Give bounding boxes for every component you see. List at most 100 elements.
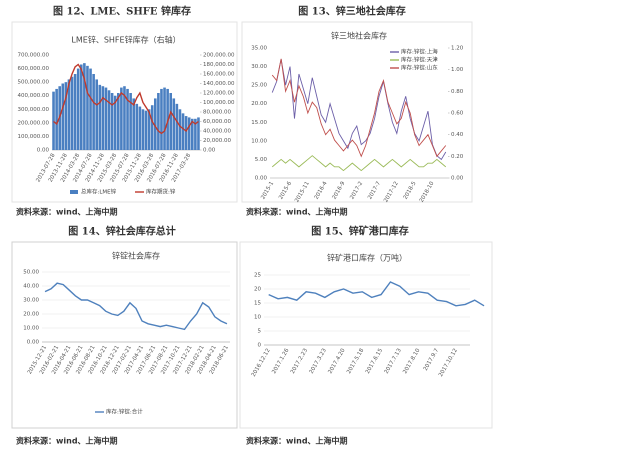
- x-tick-label: 2017-2: [349, 181, 364, 201]
- source: 资料来源：wind、上海中期: [246, 436, 348, 446]
- y-tick-label: 30.00: [251, 64, 267, 70]
- bar: [141, 109, 145, 150]
- bar: [197, 117, 200, 150]
- x-tick-label: 2017.5.18: [346, 347, 365, 375]
- y-tick-label: 400,000.00: [18, 93, 50, 99]
- y-tick-label: 10.00: [23, 326, 39, 332]
- y-tick-label: 10: [254, 315, 261, 321]
- bar: [169, 93, 173, 150]
- bar: [120, 87, 123, 150]
- bar: [157, 93, 160, 150]
- bar: [98, 84, 102, 150]
- y-tick-label: 600,000.00: [18, 66, 50, 72]
- y2-tick-label: 120,000.00: [203, 91, 235, 97]
- y2-tick-label: 200,000.00: [203, 53, 235, 59]
- x-tick-label: 2016.12.12: [251, 348, 272, 378]
- x-tick-label: 2017.9.7: [423, 347, 441, 372]
- bar: [175, 103, 179, 150]
- x-tick-label: 2017.1.26: [271, 347, 290, 375]
- bar: [95, 79, 99, 150]
- bar: [116, 93, 120, 150]
- y-tick-label: 15: [254, 301, 261, 307]
- y-tick-label: 5: [258, 329, 262, 335]
- line-series: [268, 281, 485, 307]
- bar: [144, 110, 148, 150]
- x-tick-label: 2015-1: [260, 181, 275, 201]
- x-tick-label: 2018-10: [419, 180, 436, 203]
- y-tick-label: 0.00: [255, 176, 268, 182]
- figure-caption: 图 13、锌三地社会库存: [298, 5, 405, 18]
- x-tick-label: 2016-4: [314, 180, 329, 200]
- y2-tick-label: 1.20: [451, 46, 464, 52]
- line-series: [271, 59, 447, 161]
- y2-tick-label: 0.00: [203, 148, 216, 154]
- source: 资料来源：wind、上海中期: [16, 207, 118, 217]
- legend-label: 库存:锌锭:天津: [401, 56, 438, 64]
- figure-caption: 图 15、锌矿港口库存: [311, 225, 408, 238]
- x-tick-label: 2017.6.15: [365, 347, 384, 375]
- y2-tick-label: 0.40: [451, 132, 464, 138]
- bar: [89, 68, 92, 150]
- y2-tick-label: 0.80: [451, 89, 464, 95]
- y-tick-label: 100,000.00: [18, 134, 50, 140]
- y2-tick-label: 180,000.00: [203, 62, 235, 68]
- legend-label: 总库存:LME锌: [81, 188, 117, 196]
- x-tick-label: 2016-9: [332, 180, 347, 200]
- figure-caption: 图 14、锌社会库存总计: [68, 225, 175, 238]
- panel: [11, 241, 238, 429]
- bar: [132, 98, 136, 150]
- bar: [184, 116, 188, 150]
- y-tick-label: 20.00: [251, 101, 267, 107]
- bar: [83, 63, 86, 151]
- line-series: [44, 282, 228, 331]
- y2-tick-label: 0.20: [451, 154, 464, 160]
- y2-tick-label: 160,000.00: [203, 72, 235, 78]
- bar: [86, 65, 89, 150]
- bar: [107, 90, 111, 150]
- x-tick-label: 2017.3.23: [309, 347, 328, 375]
- source: 资料来源：wind、上海中期: [246, 207, 348, 217]
- legend-label: 库存:锌锭:上海: [401, 48, 438, 56]
- bar: [153, 98, 157, 150]
- x-tick-label: 2018-5: [403, 180, 418, 200]
- bar: [67, 79, 71, 150]
- y2-tick-label: 40,000.00: [203, 129, 231, 135]
- bar: [187, 117, 191, 150]
- y-tick-label: 300,000.00: [18, 107, 50, 113]
- y-tick-label: 10.00: [251, 138, 267, 144]
- bar: [172, 98, 176, 150]
- x-tick-label: 2017.8.10: [402, 347, 421, 375]
- chart-title: 锌矿港口库存（万吨）: [327, 253, 407, 263]
- figure-caption: 图 12、LME、SHFE 锌库存: [53, 5, 191, 18]
- y2-tick-label: 80,000.00: [203, 110, 231, 116]
- bar: [64, 82, 68, 150]
- bar: [52, 91, 55, 150]
- bar: [163, 87, 166, 150]
- y-tick-label: 5.00: [255, 157, 268, 163]
- bar: [92, 74, 95, 150]
- x-tick-label: 2015-6: [278, 180, 293, 200]
- bar: [190, 118, 194, 150]
- bar: [113, 95, 117, 150]
- chart-title: LME锌、SHFE锌库存（右轴）: [71, 35, 180, 45]
- legend-label: 库存期货:锌: [146, 188, 176, 196]
- legend-swatch: [70, 190, 78, 194]
- line-series: [271, 155, 447, 172]
- bar: [55, 88, 58, 150]
- panel: [241, 21, 473, 203]
- y-tick-label: 30.00: [23, 298, 39, 304]
- source: 资料来源：wind、上海中期: [16, 436, 118, 446]
- y2-tick-label: 1.00: [451, 67, 464, 73]
- bar: [194, 118, 197, 150]
- line-series: [271, 58, 447, 158]
- bar: [79, 64, 83, 150]
- y-tick-label: 200,000.00: [18, 120, 50, 126]
- y2-tick-label: 60,000.00: [203, 119, 231, 125]
- legend-label: 库存:锌锭:山东: [401, 64, 438, 72]
- y-tick-label: 0.00: [27, 340, 40, 346]
- y2-tick-label: 0.60: [451, 111, 464, 117]
- y-tick-label: 0.00: [37, 148, 50, 154]
- bar: [150, 105, 154, 150]
- x-tick-label: 2017-7: [367, 180, 382, 200]
